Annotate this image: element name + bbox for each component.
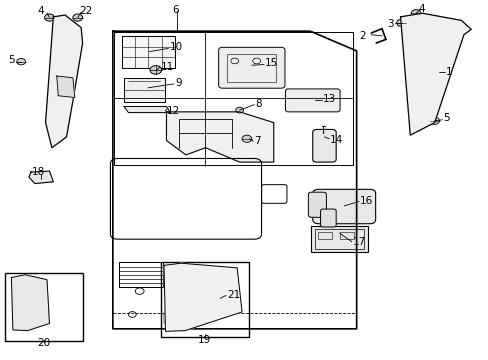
Text: 2: 2 [358, 31, 365, 41]
Polygon shape [163, 263, 242, 331]
FancyBboxPatch shape [308, 192, 326, 217]
Text: 4: 4 [37, 6, 43, 17]
Text: 20: 20 [37, 338, 50, 348]
Bar [314, 229, 364, 249]
Text: 19: 19 [198, 334, 211, 345]
Polygon shape [57, 76, 75, 98]
Bar [119, 262, 162, 287]
Text: 16: 16 [359, 196, 372, 206]
Text: 8: 8 [255, 99, 261, 109]
Text: 15: 15 [264, 58, 278, 68]
Text: 14: 14 [329, 135, 343, 145]
Text: 13: 13 [322, 94, 335, 104]
Circle shape [429, 117, 439, 125]
Text: 5: 5 [8, 55, 14, 65]
Bar [114, 32, 352, 165]
Bar [4, 273, 82, 341]
Text: 10: 10 [169, 42, 183, 52]
Circle shape [215, 270, 223, 276]
Circle shape [73, 14, 82, 21]
Text: 3: 3 [386, 19, 393, 29]
Polygon shape [29, 171, 53, 184]
Circle shape [242, 135, 251, 142]
Circle shape [17, 58, 25, 65]
Bar [310, 226, 367, 252]
Circle shape [150, 66, 161, 74]
Bar [318, 232, 331, 239]
Circle shape [396, 19, 406, 27]
Text: 21: 21 [226, 290, 240, 300]
Circle shape [235, 107, 243, 113]
Bar [339, 232, 353, 239]
Polygon shape [11, 275, 49, 330]
Circle shape [44, 14, 54, 21]
FancyBboxPatch shape [320, 209, 335, 227]
Bar [122, 36, 175, 68]
Circle shape [410, 10, 420, 17]
Polygon shape [166, 112, 273, 162]
FancyBboxPatch shape [312, 189, 375, 224]
Text: 1: 1 [445, 67, 451, 77]
Text: 9: 9 [175, 78, 182, 88]
Text: 11: 11 [160, 62, 174, 72]
Polygon shape [45, 15, 82, 148]
FancyBboxPatch shape [285, 89, 339, 112]
Text: 5: 5 [442, 113, 448, 123]
Polygon shape [400, 13, 470, 135]
Text: 17: 17 [352, 237, 365, 247]
Text: 12: 12 [166, 106, 180, 116]
FancyBboxPatch shape [312, 130, 335, 162]
Bar [160, 262, 249, 337]
Text: 18: 18 [32, 167, 45, 177]
Text: 6: 6 [172, 5, 178, 15]
Bar [227, 54, 276, 82]
Text: 7: 7 [254, 136, 260, 145]
Text: 22: 22 [80, 6, 93, 16]
Text: 4: 4 [417, 4, 424, 14]
FancyBboxPatch shape [218, 47, 285, 88]
Bar [123, 78, 164, 102]
Polygon shape [124, 107, 170, 113]
